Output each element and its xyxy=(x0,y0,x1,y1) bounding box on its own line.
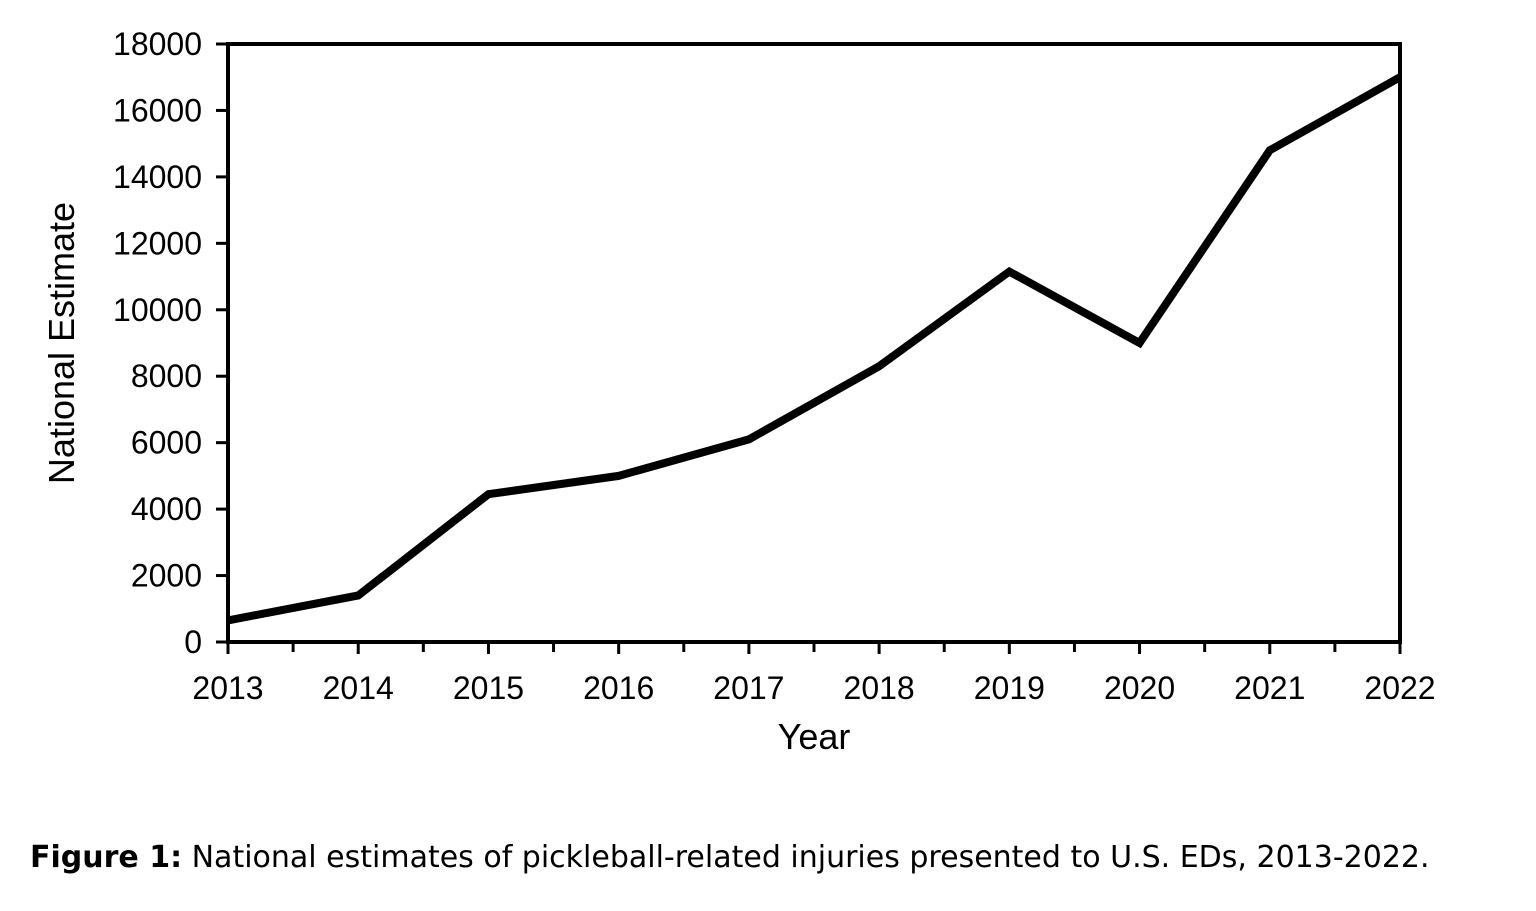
y-tick-label: 0 xyxy=(184,624,202,660)
y-tick-label: 12000 xyxy=(113,225,202,261)
x-tick-label: 2018 xyxy=(844,670,915,706)
x-tick-labels: 2013 2014 2015 2016 2017 2018 2019 2020 2021 2022 xyxy=(192,670,1435,706)
line-chart: 0 2000 4000 6000 8000 10000 12000 14000 16000 180… xyxy=(41,26,1436,757)
x-tick-label: 2021 xyxy=(1234,670,1305,706)
y-tick-label: 2000 xyxy=(131,558,202,594)
series-layer xyxy=(227,73,1402,625)
y-tick-labels: 0 2000 4000 6000 8000 10000 12000 14000 16000 180… xyxy=(113,26,202,660)
x-tick-label: 2022 xyxy=(1364,670,1435,706)
y-tick-label: 4000 xyxy=(131,491,202,527)
x-tick-label: 2013 xyxy=(192,670,263,706)
x-tick-label: 2015 xyxy=(453,670,524,706)
x-tick-label: 2017 xyxy=(713,670,784,706)
plot-frame xyxy=(226,42,1402,644)
y-tick-label: 10000 xyxy=(113,292,202,328)
caption-text: National estimates of pickleball-related… xyxy=(182,840,1430,875)
x-axis-title: Year xyxy=(778,716,851,757)
y-tick-label: 8000 xyxy=(131,358,202,394)
y-tick-label: 14000 xyxy=(113,159,202,195)
y-tick-label: 6000 xyxy=(131,425,202,461)
figure-caption: Figure 1: National estimates of pickleba… xyxy=(30,838,1510,878)
x-tick-label: 2020 xyxy=(1104,670,1175,706)
y-axis-title: National Estimate xyxy=(41,202,82,484)
y-tick-label: 16000 xyxy=(113,92,202,128)
x-tick-label: 2016 xyxy=(583,670,654,706)
series-line xyxy=(227,73,1402,625)
x-tick-label: 2019 xyxy=(974,670,1045,706)
caption-label: Figure 1: xyxy=(30,840,183,875)
y-tick-label: 18000 xyxy=(113,26,202,62)
x-tick-label: 2014 xyxy=(323,670,394,706)
